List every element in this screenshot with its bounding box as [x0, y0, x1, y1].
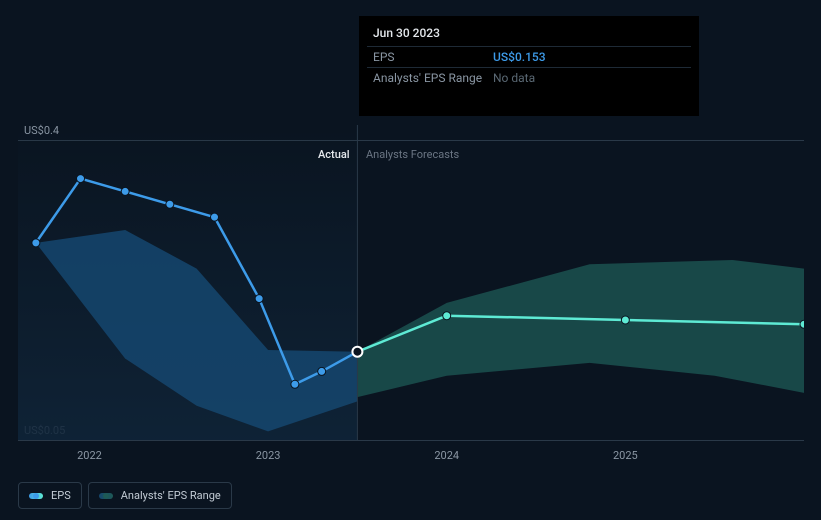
region-label-forecast: Analysts Forecasts [366, 148, 459, 161]
x-axis-tick: 2022 [77, 449, 102, 462]
chart-tooltip: Jun 30 2023 EPS US$0.153 Analysts' EPS R… [359, 16, 699, 116]
legend-label: Analysts' EPS Range [121, 489, 221, 502]
legend-dot [33, 493, 39, 499]
legend-item-eps[interactable]: EPS [18, 482, 82, 509]
tooltip-row-range: Analysts' EPS Range No data [367, 67, 691, 88]
tooltip-key: Analysts' EPS Range [373, 71, 493, 85]
x-axis-tick: 2024 [434, 449, 459, 462]
tooltip-title: Jun 30 2023 [367, 26, 691, 46]
tooltip-row-eps: EPS US$0.153 [367, 46, 691, 67]
chart-plot-area[interactable] [18, 125, 804, 440]
legend-dot [103, 493, 109, 499]
tooltip-value: No data [493, 71, 535, 85]
legend-swatch [29, 493, 43, 499]
legend-swatch [99, 493, 113, 499]
gridline-bottom [18, 440, 804, 441]
chart-svg [18, 125, 804, 440]
tooltip-key: EPS [373, 50, 493, 64]
x-axis-tick: 2025 [613, 449, 638, 462]
region-label-actual: Actual [318, 148, 350, 161]
legend-label: EPS [51, 489, 71, 502]
tooltip-value: US$0.153 [493, 50, 546, 64]
legend: EPS Analysts' EPS Range [18, 482, 232, 509]
legend-item-range[interactable]: Analysts' EPS Range [88, 482, 232, 509]
x-axis-tick: 2023 [256, 449, 281, 462]
